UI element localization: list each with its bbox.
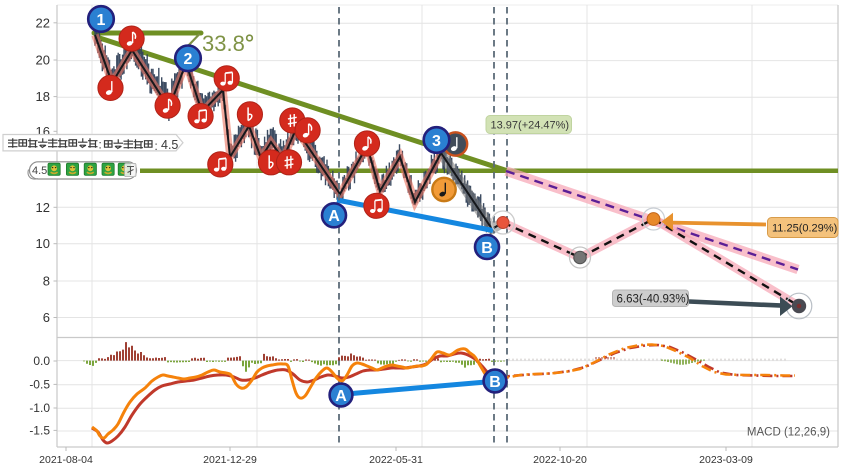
svg-text::: : (155, 141, 158, 153)
svg-text:33.8: 33.8 (202, 31, 245, 56)
svg-text:20: 20 (36, 53, 50, 68)
svg-text:-1.5: -1.5 (29, 423, 50, 437)
svg-text:-0.5: -0.5 (29, 377, 50, 391)
svg-text:2023-03-09: 2023-03-09 (699, 454, 753, 466)
svg-text:B: B (489, 374, 501, 391)
svg-text:B: B (481, 240, 493, 257)
svg-text:6.63(-40.93%): 6.63(-40.93%) (617, 294, 690, 306)
svg-text:2022-05-31: 2022-05-31 (369, 454, 423, 466)
svg-text:0.0: 0.0 (33, 354, 50, 368)
svg-text:2022-10-20: 2022-10-20 (533, 454, 587, 466)
svg-text:-1.0: -1.0 (29, 401, 50, 415)
svg-text:1: 1 (97, 12, 106, 29)
svg-text:12: 12 (36, 200, 50, 215)
svg-text:2021-12-29: 2021-12-29 (203, 454, 257, 466)
svg-text:10: 10 (36, 236, 50, 251)
svg-text:18: 18 (36, 89, 50, 104)
svg-text:13.97(+24.47%): 13.97(+24.47%) (491, 120, 570, 132)
svg-text:A: A (328, 208, 340, 225)
svg-text:3: 3 (432, 133, 441, 150)
svg-text:MACD (12,26,9): MACD (12,26,9) (747, 427, 830, 439)
svg-text:4.5: 4.5 (161, 138, 178, 152)
svg-text:4.5: 4.5 (32, 165, 47, 177)
svg-text:22: 22 (36, 15, 50, 30)
svg-text:8: 8 (43, 274, 50, 289)
svg-text::: : (99, 140, 102, 152)
svg-text:A: A (335, 388, 347, 405)
svg-text:2021-08-04: 2021-08-04 (39, 454, 93, 466)
svg-text:2: 2 (184, 51, 193, 68)
svg-text:11.25(0.29%): 11.25(0.29%) (772, 223, 837, 235)
svg-text:6: 6 (43, 310, 50, 325)
